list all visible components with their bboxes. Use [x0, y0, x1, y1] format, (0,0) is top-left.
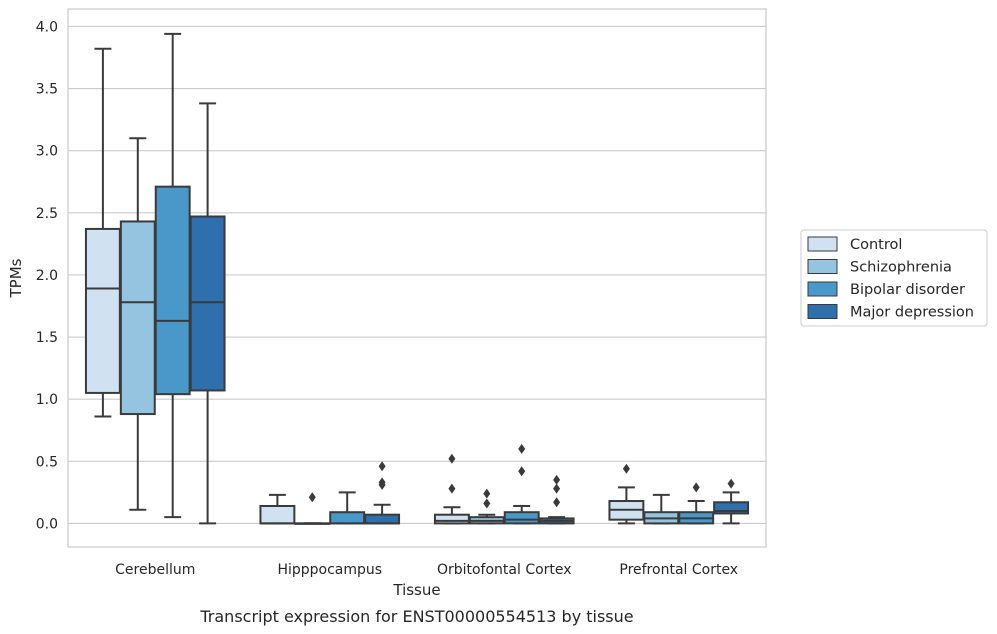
outlier-point: [308, 492, 316, 503]
legend-label: Control: [850, 237, 902, 253]
box-schizophrenia: [468, 513, 505, 525]
outliers: [308, 443, 735, 509]
legend: Control Schizophrenia Bipolar disorder Majo…: [800, 229, 988, 327]
outlier-point: [378, 477, 386, 488]
legend-frame: [800, 229, 988, 327]
box-body: [713, 501, 750, 515]
outlier-point: [553, 474, 561, 485]
legend-label: Schizophrenia: [850, 260, 952, 276]
box-bipolar-disorder: [503, 504, 540, 525]
box-body: [503, 511, 540, 525]
box-control: [433, 506, 470, 525]
legend-swatch: [807, 236, 838, 252]
legend-label: Major depression: [850, 305, 974, 321]
y-axis-ticks: 0.0 0.5 1.0 1.5 2.0 2.5 3.0 3.5 4.0: [36, 19, 58, 532]
outlier-point: [448, 483, 456, 494]
outlier-point: [692, 482, 700, 493]
outlier-point: [483, 498, 491, 509]
box-body: [154, 185, 191, 396]
box-body: [364, 513, 401, 525]
y-tick-label: 3.0: [36, 144, 58, 160]
box-major-depression: [538, 516, 575, 525]
box-bipolar-disorder: [154, 32, 191, 519]
x-axis-ticks: Cerebellum Hipppocampus Orbitofontal Corte…: [115, 562, 738, 578]
y-tick-label: 1.5: [36, 330, 58, 346]
legend-swatch: [807, 304, 838, 319]
box-control: [259, 493, 296, 525]
legend-label: Bipolar disorder: [850, 282, 965, 298]
y-tick-label: 0.5: [36, 454, 58, 470]
box-bipolar-disorder: [329, 491, 366, 525]
legend-swatch: [807, 259, 838, 274]
box-body: [329, 511, 366, 525]
y-tick-label: 2.5: [36, 206, 58, 222]
outlier-point: [518, 443, 526, 454]
y-axis-label: TPMs: [7, 258, 25, 298]
outlier-point: [553, 497, 561, 508]
box-major-depression: [364, 503, 401, 525]
box-body: [259, 504, 296, 525]
box-body: [84, 227, 121, 394]
box-schizophrenia: [119, 137, 156, 511]
y-tick-label: 0.0: [36, 516, 58, 532]
box-major-depression: [189, 102, 226, 525]
y-tick-label: 4.0: [36, 19, 58, 35]
box-major-depression: [713, 491, 750, 525]
box-bipolar-disorder: [678, 500, 715, 525]
outlier-point: [622, 463, 630, 474]
outlier-point: [448, 453, 456, 464]
boxes: [84, 32, 750, 525]
box-body: [119, 220, 156, 416]
box-body: [433, 513, 470, 525]
legend-swatch: [807, 281, 838, 297]
outlier-point: [518, 466, 526, 477]
box-control: [84, 47, 121, 418]
outlier-point: [483, 488, 491, 499]
x-tick-label: Cerebellum: [115, 562, 195, 578]
box-body: [189, 215, 226, 392]
box-schizophrenia: [643, 493, 680, 525]
outlier-point: [378, 461, 386, 472]
plot-area: [67, 8, 767, 548]
y-tick-label: 1.0: [36, 392, 58, 408]
x-axis-label: Tissue: [392, 581, 440, 599]
x-tick-label: Prefrontal Cortex: [619, 562, 738, 578]
outlier-point: [553, 483, 561, 494]
chart-caption: Transcript expression for ENST0000055451…: [199, 607, 633, 626]
outlier-point: [727, 478, 735, 489]
y-tick-label: 3.5: [36, 82, 58, 98]
x-tick-label: Orbitofontal Cortex: [437, 562, 572, 578]
y-tick-label: 2.0: [36, 268, 58, 284]
box-schizophrenia: [294, 522, 331, 525]
x-tick-label: Hipppocampus: [277, 562, 382, 578]
box-control: [608, 486, 645, 525]
